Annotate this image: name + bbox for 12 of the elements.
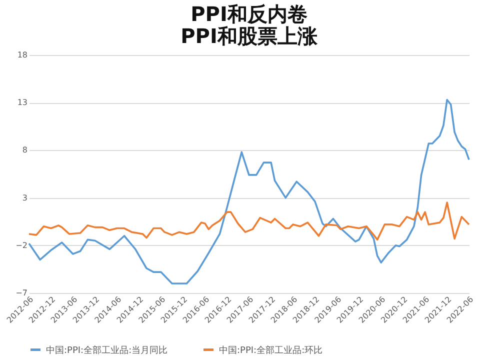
line-series <box>28 98 470 284</box>
y-tick-label: 3 <box>22 193 28 202</box>
line-series <box>28 202 470 241</box>
y-tick-label: −2 <box>16 240 28 250</box>
text: PPI和股票上涨 <box>180 24 318 48</box>
y-tick-label: 13 <box>17 98 28 108</box>
legend-label: 中国:PPI:全部工业品:环比 <box>219 344 323 356</box>
y-tick-label: 18 <box>17 50 28 60</box>
text: PPI和反内卷 <box>190 2 308 26</box>
legend-label: 中国:PPI:全部工业品:当月同比 <box>46 344 168 356</box>
y-tick-label: −7 <box>16 288 28 298</box>
y-tick-label: 8 <box>22 146 28 155</box>
